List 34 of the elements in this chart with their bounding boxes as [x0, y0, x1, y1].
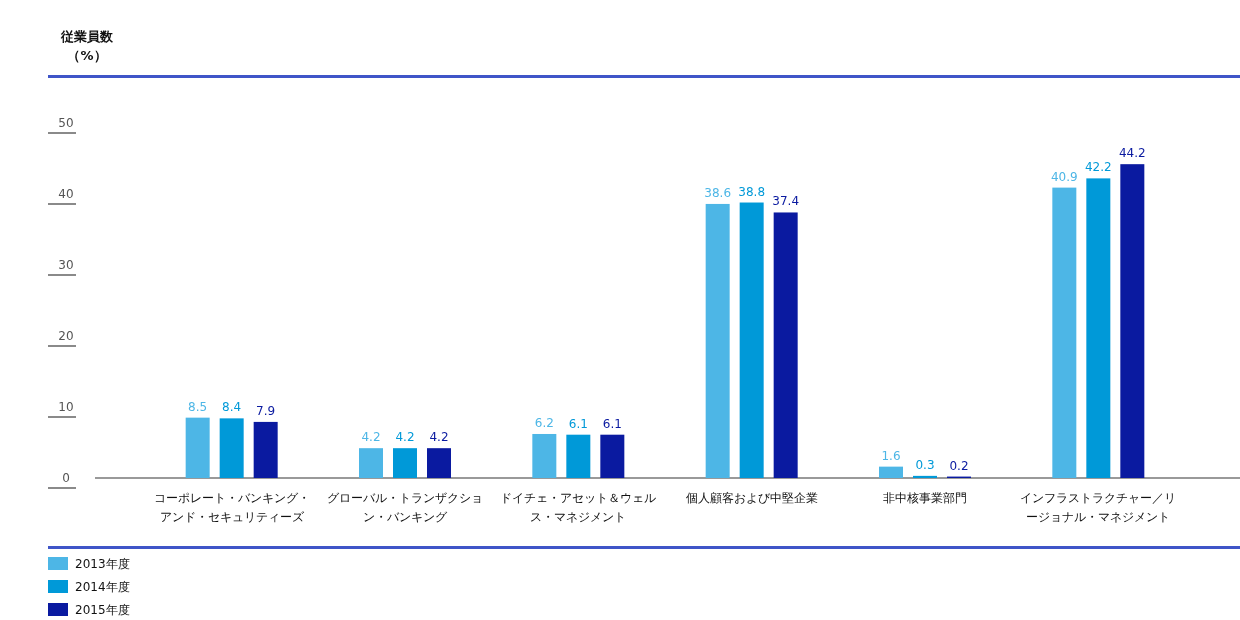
x-tick-label: コーポレート・バンキング・アンド・セキュリティーズ — [152, 490, 311, 526]
x-tick-label: 非中核事業部門 — [882, 490, 968, 507]
data-label: 38.8 — [738, 184, 766, 199]
x-tick-label: グローバル・トランザクション・バンキング — [326, 490, 484, 526]
data-label: 0.2 — [949, 458, 969, 473]
x-tick-label: ドイチェ・アセット＆ウェルス・マネジメント — [499, 490, 658, 526]
data-label: 44.2 — [1118, 146, 1146, 161]
y-tick-label: 50 — [58, 116, 74, 130]
data-label: 4.2 — [361, 430, 381, 445]
data-label: 37.4 — [772, 194, 800, 209]
y-tick-label: 20 — [58, 329, 74, 343]
data-label: 4.2 — [429, 430, 449, 445]
y-tick-label: 10 — [58, 400, 74, 414]
data-label: 0.3 — [915, 457, 935, 472]
data-label: 38.6 — [704, 185, 732, 200]
data-label: 4.2 — [395, 430, 415, 445]
data-label: 8.4 — [222, 400, 242, 415]
y-tick-label: 30 — [58, 258, 74, 272]
x-tick-label: 個人顧客および中堅企業 — [684, 490, 819, 507]
legend-label: 2014年度 — [75, 580, 130, 594]
legend-label: 2013年度 — [75, 557, 130, 571]
x-tick-label: インフラストラクチャー／リージョナル・マネジメント — [1019, 490, 1178, 526]
data-label: 40.9 — [1050, 169, 1078, 184]
y-tick-label: 0 — [62, 471, 70, 485]
data-label: 42.2 — [1084, 160, 1112, 175]
data-label: 1.6 — [881, 448, 901, 463]
data-label: 6.1 — [602, 416, 622, 431]
data-label: 6.1 — [568, 416, 588, 431]
y-tick-label: 40 — [58, 187, 74, 201]
data-label: 8.5 — [188, 399, 208, 414]
y-axis-title: 従業員数（%） — [60, 28, 114, 65]
data-label: 6.2 — [534, 416, 554, 430]
legend-label: 2015年度 — [75, 603, 130, 617]
data-label: 7.9 — [256, 403, 276, 418]
